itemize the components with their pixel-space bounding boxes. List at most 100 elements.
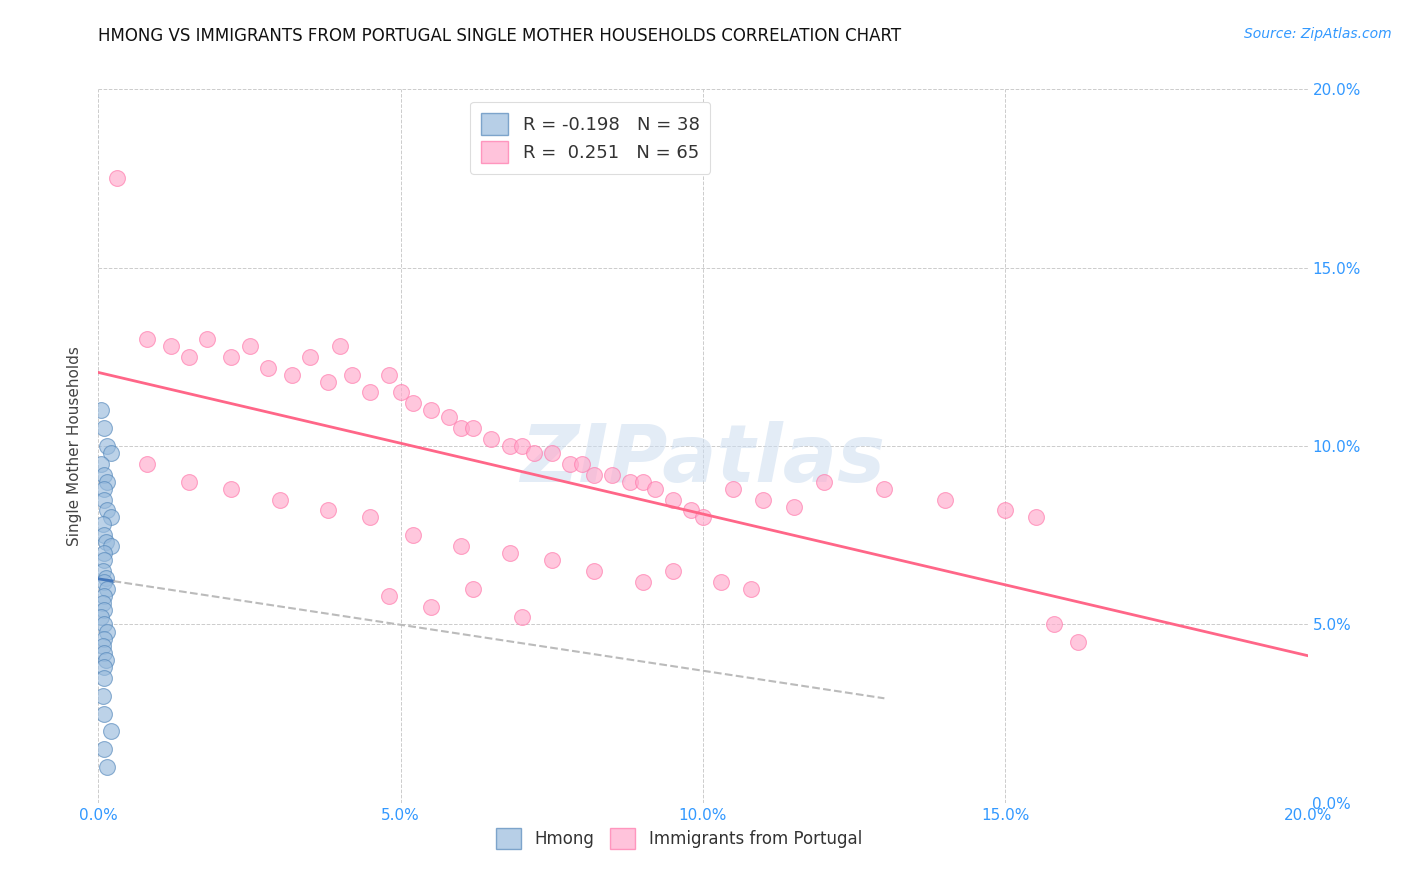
Point (316, 375, 339, 389)
Point (450, 421, 472, 435)
Point (540, 553, 562, 567)
Point (661, 492, 683, 507)
Point (221, 350, 243, 364)
Point (105, 171, 128, 186)
Point (644, 482, 666, 496)
Point (329, 339, 352, 353)
Point (377, 589, 399, 603)
Point (740, 582, 762, 596)
Point (437, 410, 460, 425)
Point (100, 539, 122, 553)
Point (463, 582, 485, 596)
Point (93, 528, 115, 542)
Point (96, 503, 118, 517)
Point (179, 350, 201, 364)
Point (90, 610, 112, 624)
Point (93, 546, 115, 560)
Point (96, 624, 118, 639)
Point (692, 510, 714, 524)
Point (91, 639, 114, 653)
Point (631, 475, 654, 489)
Point (93, 632, 115, 646)
Point (710, 574, 733, 589)
Point (100, 446, 122, 460)
Point (160, 339, 183, 353)
Point (602, 467, 624, 482)
Point (91, 689, 114, 703)
Point (93, 492, 115, 507)
Point (93, 421, 115, 435)
Point (93, 660, 115, 674)
Point (135, 457, 157, 471)
Legend: Hmong, Immigrants from Portugal: Hmong, Immigrants from Portugal (485, 818, 872, 859)
Point (93, 646, 115, 660)
Point (661, 564, 683, 578)
Point (631, 574, 654, 589)
Point (783, 500, 806, 514)
Point (1042, 617, 1064, 632)
Point (540, 446, 562, 460)
Point (463, 421, 485, 435)
Point (316, 503, 339, 517)
Y-axis label: Single Mother Households: Single Mother Households (67, 346, 83, 546)
Point (994, 503, 1017, 517)
Point (93, 467, 115, 482)
Point (100, 724, 122, 739)
Point (96, 475, 118, 489)
Point (402, 528, 425, 542)
Point (723, 482, 745, 496)
Point (813, 475, 835, 489)
Point (93, 482, 115, 496)
Point (342, 368, 364, 382)
Point (93, 706, 115, 721)
Point (256, 360, 278, 375)
Point (420, 599, 443, 614)
Point (93, 603, 115, 617)
Point (498, 439, 520, 453)
Point (93, 742, 115, 756)
Point (583, 467, 606, 482)
Point (377, 368, 399, 382)
Point (619, 475, 641, 489)
Point (221, 482, 243, 496)
Point (269, 492, 291, 507)
Point (389, 385, 412, 400)
Point (420, 403, 443, 417)
Point (571, 457, 593, 471)
Point (135, 332, 157, 346)
Point (281, 368, 304, 382)
Point (179, 475, 201, 489)
Point (91, 596, 114, 610)
Point (93, 574, 115, 589)
Point (360, 510, 382, 524)
Point (239, 339, 262, 353)
Point (195, 332, 218, 346)
Point (360, 385, 382, 400)
Point (498, 546, 520, 560)
Point (93, 671, 115, 685)
Point (558, 457, 581, 471)
Point (1024, 510, 1046, 524)
Point (96, 582, 118, 596)
Point (96, 760, 118, 774)
Point (679, 503, 702, 517)
Point (93, 617, 115, 632)
Point (510, 439, 533, 453)
Point (934, 492, 956, 507)
Point (91, 564, 114, 578)
Text: Source: ZipAtlas.com: Source: ZipAtlas.com (1244, 27, 1392, 41)
Point (90, 403, 112, 417)
Point (873, 482, 896, 496)
Point (510, 610, 533, 624)
Point (299, 350, 322, 364)
Point (402, 396, 425, 410)
Point (93, 589, 115, 603)
Point (96, 439, 118, 453)
Point (94, 653, 117, 667)
Point (583, 564, 606, 578)
Text: ZIPatlas: ZIPatlas (520, 421, 886, 500)
Point (100, 510, 122, 524)
Point (523, 446, 546, 460)
Point (94, 571, 117, 585)
Point (481, 432, 503, 446)
